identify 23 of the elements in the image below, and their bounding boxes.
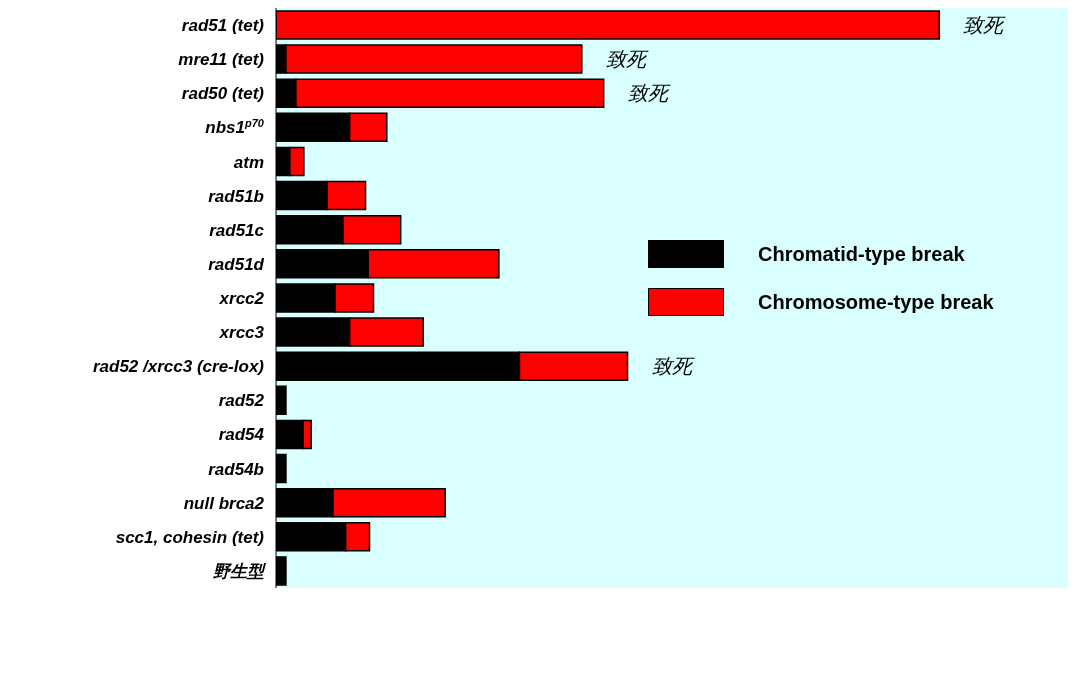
y-tick-label: rad52 [218, 391, 265, 411]
y-tick-label: rad51c [209, 220, 265, 240]
y-tick-label: rad50 (tet) [181, 84, 265, 104]
annotation: 致死 [651, 354, 695, 379]
annotation: 致死 [605, 47, 649, 72]
y-tick-label: mre11 (tet) [178, 50, 265, 70]
y-tick-label: rad51d [208, 254, 265, 274]
y-tick-label: rad52 /xrcc3 (cre-lox) [92, 357, 265, 377]
y-tick-label: rad51 (tet) [181, 16, 265, 36]
annotation: 致死 [963, 13, 1007, 38]
y-tick-label: scc1, cohesin (tet) [115, 527, 265, 547]
y-tick-label: 野生型 [213, 561, 267, 581]
legend-label: Chromosome-type break [758, 290, 994, 314]
y-tick-label: rad51b [208, 186, 264, 206]
y-tick-label: atm [233, 152, 264, 172]
y-tick-label: null brca2 [183, 493, 265, 513]
y-tick-label: rad54 [218, 425, 265, 445]
annotation: 致死 [627, 81, 671, 106]
y-tick-label: xrcc2 [218, 289, 265, 308]
y-tick-label: rad54b [208, 459, 264, 479]
y-tick-label: xrcc3 [218, 323, 265, 343]
y-tick-label: nbs1$^{p70}$ [205, 117, 265, 138]
legend-label: Chromatid-type break [758, 242, 965, 266]
